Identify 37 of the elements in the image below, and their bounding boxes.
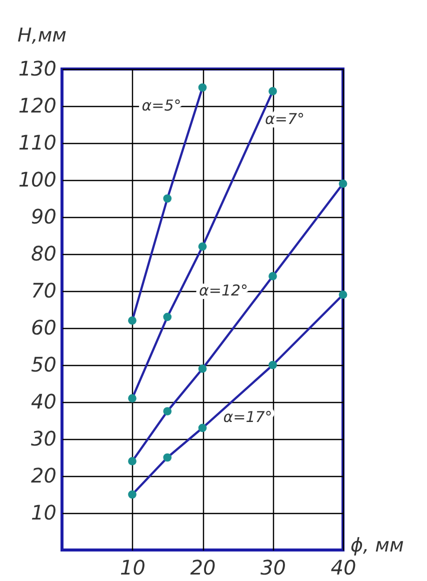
x-axis-title: ϕ, мм <box>350 534 404 556</box>
y-tick-label: 60 <box>31 316 56 340</box>
x-tick-label: 40 <box>330 556 356 580</box>
point <box>163 453 172 462</box>
y-axis-title: Н,мм <box>18 24 66 46</box>
y-tick-label: 100 <box>18 168 56 192</box>
point <box>268 272 277 280</box>
point <box>198 364 207 373</box>
y-tick-label: 130 <box>18 56 56 80</box>
y-tick-label: 110 <box>18 130 56 154</box>
y-tick-label: 50 <box>31 352 56 376</box>
point <box>268 87 277 96</box>
point <box>128 490 136 499</box>
point <box>163 194 172 203</box>
point <box>163 407 172 416</box>
x-tick-label: 10 <box>120 556 146 580</box>
point <box>338 290 348 299</box>
point <box>268 360 277 370</box>
point <box>128 394 136 402</box>
y-tick-label: 70 <box>31 278 56 302</box>
point <box>163 312 172 322</box>
point <box>128 457 136 466</box>
point <box>198 424 207 432</box>
point <box>338 180 348 188</box>
point <box>128 316 136 325</box>
point <box>198 83 207 92</box>
y-tick-label: 90 <box>31 204 56 228</box>
y-tick-label: 40 <box>31 390 56 414</box>
point <box>198 242 207 251</box>
y-tick-label: 10 <box>31 500 56 524</box>
y-tick-label: 20 <box>31 464 56 488</box>
y-tick-label: 30 <box>31 426 56 450</box>
y-tick-label: 80 <box>31 242 56 266</box>
series-label: α=17° <box>223 408 272 426</box>
x-tick-label: 20 <box>190 556 216 580</box>
x-tick-label: 30 <box>260 556 286 580</box>
y-tick-label: 120 <box>18 94 56 118</box>
